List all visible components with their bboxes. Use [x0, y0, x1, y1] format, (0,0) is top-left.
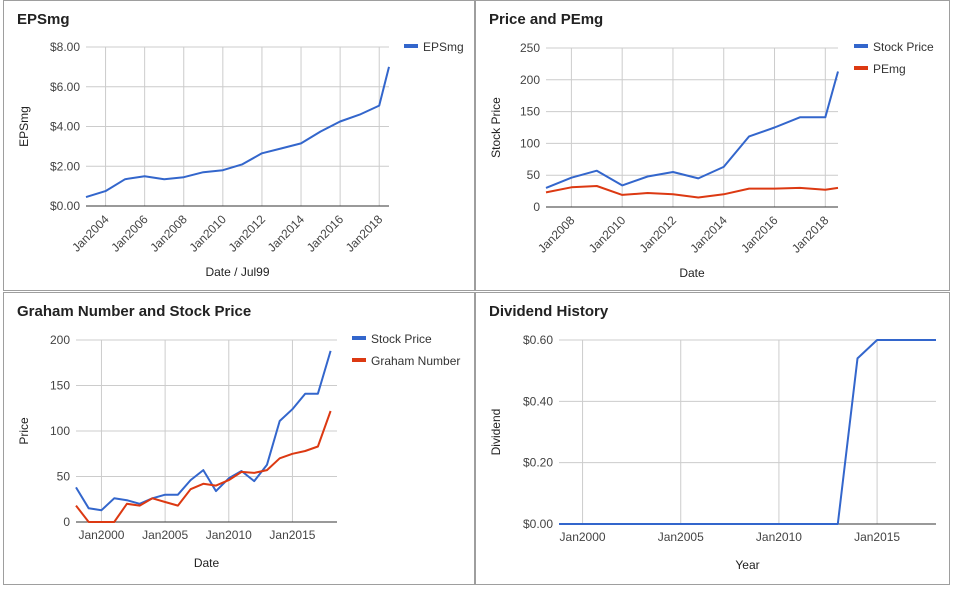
x-tick-label: Jan2015 — [269, 528, 315, 542]
y-tick-label: $0.60 — [523, 333, 553, 347]
series-line-1 — [545, 185, 839, 199]
x-tick-label: Jan2012 — [226, 212, 269, 255]
y-tick-label: 150 — [50, 379, 70, 393]
x-tick-label: Jan2000 — [560, 530, 606, 544]
x-axis-title: Date / Jul99 — [205, 265, 269, 279]
y-tick-label: $6.00 — [50, 80, 80, 94]
chart-panel-graham: Graham Number and Stock Price 0 50 100 150 2… — [3, 292, 475, 585]
legend-swatch — [854, 44, 868, 48]
x-tick-label: Jan2014 — [687, 213, 730, 256]
y-tick-label: $0.20 — [523, 456, 553, 470]
legend-swatch — [404, 44, 418, 48]
legend-label: Stock Price — [873, 40, 934, 54]
x-tick-label: Jan2018 — [343, 212, 386, 255]
x-tick-label: Jan2016 — [738, 213, 781, 256]
x-tick-label: Jan2010 — [586, 213, 629, 256]
series-line-0 — [545, 71, 839, 189]
x-tick-label: Jan2008 — [147, 212, 190, 255]
chart-title: Price and PEmg — [489, 11, 604, 28]
x-axis-title: Year — [735, 558, 759, 572]
series-line-0 — [559, 339, 936, 525]
y-tick-label: 50 — [57, 470, 71, 484]
y-axis-title: Price — [17, 417, 31, 445]
y-tick-label: $8.00 — [50, 40, 80, 54]
y-tick-label: 100 — [50, 424, 70, 438]
chart-title: Dividend History — [489, 303, 609, 320]
y-tick-label: 0 — [533, 200, 540, 214]
y-tick-label: $0.00 — [50, 199, 80, 213]
y-tick-label: $2.00 — [50, 159, 80, 173]
y-axis-title: EPSmg — [17, 106, 31, 147]
y-tick-label: 0 — [63, 515, 70, 529]
x-tick-label: Jan2010 — [206, 528, 252, 542]
y-tick-label: 150 — [520, 105, 540, 119]
chart-panel-epsmg: EPSmg $0.00 $2.00 $4.00 $6.00 $8.00 Jan2004 Ja… — [3, 0, 475, 291]
y-axis-title: Dividend — [489, 409, 503, 456]
x-tick-label: Jan2010 — [187, 212, 230, 255]
legend-label: Graham Number — [371, 354, 460, 368]
x-tick-label: Jan2014 — [265, 212, 308, 255]
x-tick-label: Jan2008 — [535, 213, 578, 256]
chart-svg: $0.00$2.00$4.00$6.00$8.00Jan2004Jan2006J… — [17, 40, 464, 279]
chart-panel-dividend: Dividend History $0.00 $0.20 $0.40 $0.60 Jan… — [475, 292, 950, 585]
legend-label: Stock Price — [371, 332, 432, 346]
y-tick-label: $0.40 — [523, 394, 553, 408]
y-tick-label: 200 — [50, 333, 70, 347]
chart-svg: $0.00 $0.20 $0.40 $0.60 Jan2000 Jan2005 Jan201… — [489, 333, 936, 572]
x-tick-label: Jan2000 — [78, 528, 124, 542]
x-tick-label: Jan2005 — [658, 530, 704, 544]
y-tick-label: 100 — [520, 136, 540, 150]
x-tick-label: Jan2010 — [756, 530, 802, 544]
x-tick-label: Jan2004 — [69, 212, 112, 255]
x-tick-label: Jan2018 — [789, 213, 832, 256]
chart-title: EPSmg — [17, 11, 70, 28]
series-line-0 — [75, 350, 332, 512]
y-tick-label: 50 — [527, 168, 541, 182]
legend-swatch — [352, 336, 366, 340]
y-tick-label: 200 — [520, 73, 540, 87]
series-line-0 — [85, 66, 390, 199]
y-tick-label: $4.00 — [50, 120, 80, 134]
x-tick-label: Jan2012 — [637, 213, 680, 256]
x-tick-label: Jan2005 — [142, 528, 188, 542]
legend-swatch — [854, 66, 868, 70]
y-tick-label: 250 — [520, 41, 540, 55]
chart-panel-price-pemg: Price and PEmg 0 50 100 150 200 250 Jan2008 Jan… — [475, 0, 950, 291]
x-axis-title: Date — [194, 556, 220, 570]
legend-swatch — [352, 358, 366, 362]
chart-title: Graham Number and Stock Price — [17, 303, 252, 320]
series-line-1 — [75, 410, 332, 523]
x-tick-label: Jan2006 — [108, 212, 151, 255]
x-tick-label: Jan2016 — [304, 212, 347, 255]
y-axis-title: Stock Price — [489, 97, 503, 158]
y-tick-label: $0.00 — [523, 517, 553, 531]
x-axis-title: Date — [679, 266, 705, 280]
chart-svg: 0 50 100 150 200 Jan2000 Jan2005 Jan2010 Jan2015… — [17, 332, 460, 570]
x-tick-label: Jan2015 — [854, 530, 900, 544]
legend-label: EPSmg — [423, 40, 464, 54]
legend-label: PEmg — [873, 62, 906, 76]
